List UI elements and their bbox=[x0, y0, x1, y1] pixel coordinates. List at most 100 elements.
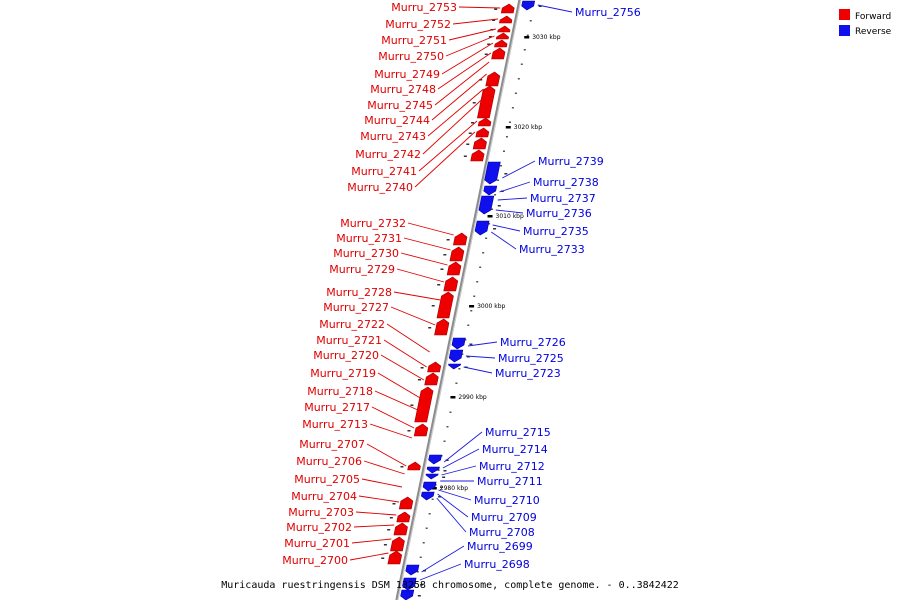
forward-gene-block-shape bbox=[497, 25, 511, 33]
reverse-gene-block-marker bbox=[466, 356, 470, 358]
forward-gene-block-shape bbox=[390, 536, 405, 552]
minor-tick bbox=[470, 310, 473, 312]
leader-line-forward bbox=[434, 61, 490, 106]
leader-line-reverse bbox=[441, 465, 477, 476]
forward-gene-block bbox=[417, 372, 439, 386]
gene-label-reverse: Murru_2723 bbox=[495, 367, 561, 380]
forward-gene-block-marker bbox=[488, 36, 492, 38]
gene-label-forward: Murru_2730 bbox=[333, 247, 399, 260]
minor-tick bbox=[494, 194, 497, 196]
gene-label-forward: Murru_2704 bbox=[291, 490, 357, 503]
minor-tick bbox=[425, 527, 428, 529]
gene-label-forward: Murru_2705 bbox=[294, 473, 360, 486]
minor-tick bbox=[511, 107, 514, 109]
forward-gene-block bbox=[437, 276, 459, 292]
reverse-gene-block bbox=[451, 337, 473, 350]
forward-gene-block-shape bbox=[407, 461, 421, 471]
minor-tick bbox=[443, 440, 446, 442]
forward-gene-block-marker bbox=[494, 8, 498, 10]
gene-label-forward: Murru_2703 bbox=[288, 506, 354, 519]
legend: Forward Reverse bbox=[839, 9, 892, 37]
gene-label-forward: Murru_2717 bbox=[304, 401, 370, 414]
gene-label-forward: Murru_2700 bbox=[282, 554, 348, 567]
gene-label-reverse: Murru_2736 bbox=[526, 207, 592, 220]
forward-gene-block-marker bbox=[479, 79, 483, 81]
forward-gene-block bbox=[410, 386, 434, 423]
forward-gene-block-marker bbox=[471, 122, 475, 124]
minor-tick bbox=[529, 20, 532, 22]
forward-gene-block-shape bbox=[477, 117, 492, 127]
gene-label-forward: Murru_2702 bbox=[286, 521, 352, 534]
gene-label-forward: Murru_2745 bbox=[367, 99, 433, 112]
leader-line-forward bbox=[380, 354, 425, 381]
leader-line-forward bbox=[371, 406, 415, 429]
leader-line-reverse bbox=[491, 231, 517, 250]
reverse-gene-block-shape bbox=[484, 161, 501, 185]
reverse-gene-block bbox=[402, 577, 424, 591]
gene-label-forward: Murru_2748 bbox=[370, 83, 436, 96]
leader-line-reverse bbox=[465, 355, 496, 359]
leader-line-forward bbox=[386, 323, 430, 353]
forward-gene-block-marker bbox=[420, 367, 424, 369]
forward-gene-block-marker bbox=[381, 557, 385, 559]
forward-gene-block-shape bbox=[398, 496, 414, 510]
leader-line-forward bbox=[414, 131, 476, 188]
forward-gene-block bbox=[479, 71, 501, 87]
forward-gene-block-shape bbox=[424, 372, 439, 386]
gene-label-forward: Murru_2719 bbox=[310, 367, 376, 380]
forward-gene-block-marker bbox=[492, 19, 496, 21]
minor-tick bbox=[476, 281, 479, 283]
leader-line-reverse bbox=[421, 545, 465, 573]
minor-tick bbox=[508, 121, 511, 123]
forward-gene-block-marker bbox=[389, 517, 393, 519]
reverse-gene-block bbox=[405, 564, 426, 576]
forward-gene-block bbox=[389, 511, 411, 523]
minor-tick bbox=[446, 426, 449, 428]
leader-line-forward bbox=[393, 291, 441, 301]
forward-gene-block bbox=[494, 3, 515, 14]
leader-line-reverse bbox=[492, 224, 521, 232]
gene-label-forward: Murru_2752 bbox=[385, 18, 451, 31]
minor-tick bbox=[497, 179, 500, 181]
forward-gene-block-shape bbox=[387, 550, 403, 565]
gene-label-forward: Murru_2721 bbox=[316, 334, 382, 347]
leader-line-reverse bbox=[497, 197, 528, 201]
reverse-gene-block bbox=[448, 349, 470, 363]
forward-gene-block bbox=[468, 127, 490, 138]
forward-gene-block-marker bbox=[428, 327, 432, 329]
gene-label-reverse: Murru_2698 bbox=[464, 558, 530, 571]
forward-gene-block bbox=[490, 25, 511, 33]
gene-label-forward: Murru_2742 bbox=[355, 148, 421, 161]
forward-gene-block-marker bbox=[463, 155, 467, 157]
major-tick bbox=[524, 36, 530, 39]
minor-tick bbox=[502, 150, 505, 152]
minor-tick bbox=[514, 92, 517, 94]
gene-label-reverse: Murru_2709 bbox=[471, 511, 537, 524]
gene-label-forward: Murru_2751 bbox=[381, 34, 447, 47]
minor-tick bbox=[437, 469, 440, 471]
gene-label-reverse: Murru_2725 bbox=[498, 352, 564, 365]
minor-tick bbox=[419, 556, 422, 558]
minor-tick bbox=[467, 324, 470, 326]
leader-line-forward bbox=[383, 339, 427, 368]
minor-tick bbox=[520, 63, 523, 65]
forward-gene-block bbox=[387, 522, 408, 536]
leader-line-forward bbox=[448, 28, 496, 41]
forward-gene-block bbox=[440, 261, 462, 276]
map-caption: Muricauda ruestringensis DSM 13258 chrom… bbox=[221, 580, 679, 591]
leader-line-reverse bbox=[437, 493, 469, 518]
reverse-gene-block-shape bbox=[474, 220, 490, 236]
reverse-gene-block-marker bbox=[420, 584, 424, 586]
reverse-gene-block-marker bbox=[493, 228, 497, 230]
leader-line-forward bbox=[431, 73, 487, 121]
forward-gene-block-marker bbox=[440, 268, 444, 270]
forward-gene-block bbox=[420, 361, 442, 373]
reverse-gene-block bbox=[483, 185, 504, 196]
gene-label-layer: Murru_2753 Murru_2752 Murru_2751 Murru_2750… bbox=[282, 1, 641, 571]
gene-label-forward: Murru_2741 bbox=[351, 165, 417, 178]
major-tick bbox=[505, 126, 511, 129]
gene-label-reverse: Murru_2714 bbox=[482, 443, 548, 456]
minor-tick bbox=[499, 165, 502, 167]
gene-label-reverse: Murru_2699 bbox=[467, 540, 533, 553]
leader-line-forward bbox=[390, 306, 436, 326]
